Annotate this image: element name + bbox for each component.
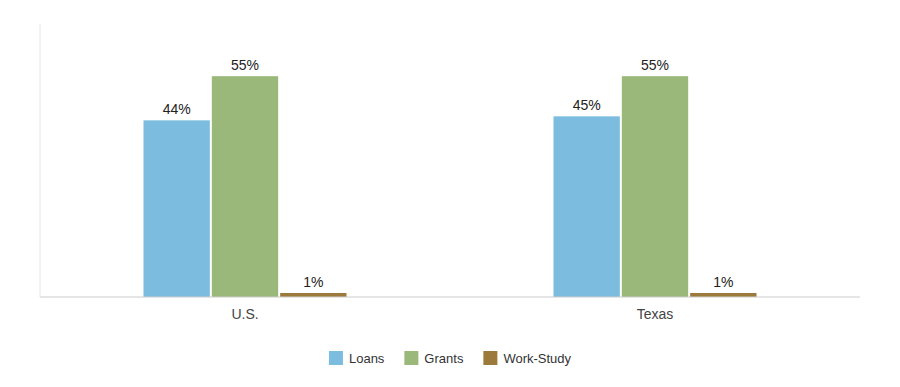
legend-swatch <box>404 351 418 365</box>
data-label: 1% <box>713 274 733 290</box>
bars <box>144 76 757 297</box>
data-labels: 44% 45% 55% 55% 1% 1% <box>163 57 734 290</box>
data-label: 1% <box>303 274 323 290</box>
bar <box>280 293 346 297</box>
bar <box>554 116 620 297</box>
legend-label: Work-Study <box>503 351 571 366</box>
x-axis-line <box>40 297 860 298</box>
legend-item: Loans <box>329 351 385 366</box>
x-tick-label: U.S. <box>231 306 258 322</box>
legend-item: Grants <box>404 351 464 366</box>
y-axis-line <box>40 24 41 297</box>
bar <box>212 76 278 297</box>
legend: Loans Grants Work-Study <box>329 351 572 366</box>
legend-swatch <box>483 351 497 365</box>
data-label: 45% <box>573 97 601 113</box>
legend-item: Work-Study <box>483 351 571 366</box>
data-label: 55% <box>641 57 669 73</box>
legend-swatch <box>329 351 343 365</box>
x-tick-label: Texas <box>637 306 674 322</box>
bar <box>690 293 756 297</box>
data-label: 44% <box>163 101 191 117</box>
chart-svg: 44% 45% 55% 55% 1% 1% U.S. Texas Loans Grants Work… <box>0 0 900 387</box>
data-label: 55% <box>231 57 259 73</box>
chart-container: 44% 45% 55% 55% 1% 1% U.S. Texas Loans Grants Work… <box>0 0 900 387</box>
bar <box>622 76 688 297</box>
legend-label: Grants <box>424 351 464 366</box>
legend-label: Loans <box>349 351 385 366</box>
bar <box>144 120 210 297</box>
